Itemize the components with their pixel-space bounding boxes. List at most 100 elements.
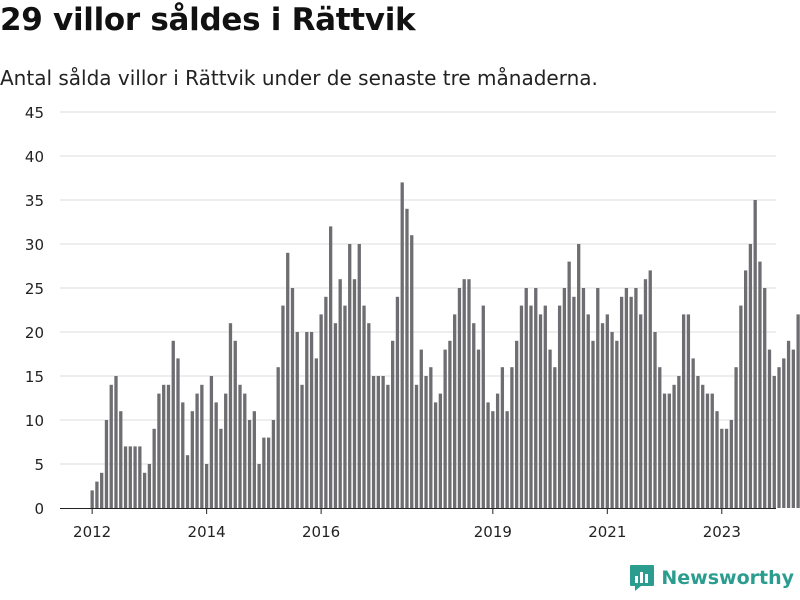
bar bbox=[219, 428, 223, 508]
y-tick-label: 10 bbox=[25, 412, 44, 430]
bar bbox=[739, 305, 743, 508]
bar bbox=[395, 296, 400, 508]
x-tick-label: 2019 bbox=[474, 523, 512, 541]
bar bbox=[557, 305, 562, 508]
bar bbox=[95, 481, 99, 508]
bar bbox=[467, 279, 471, 508]
bar bbox=[119, 411, 123, 508]
bar bbox=[157, 393, 161, 508]
y-tick-label: 0 bbox=[34, 500, 44, 518]
bar bbox=[181, 402, 185, 508]
bar bbox=[371, 376, 376, 508]
bar bbox=[696, 376, 700, 508]
bar bbox=[476, 349, 481, 508]
bar bbox=[90, 490, 94, 508]
bar bbox=[305, 332, 309, 508]
bar bbox=[734, 367, 738, 508]
bar bbox=[729, 420, 733, 508]
x-tick-label: 2012 bbox=[73, 523, 111, 541]
bar bbox=[171, 340, 175, 508]
bar bbox=[438, 393, 443, 508]
bar bbox=[691, 358, 695, 508]
bar bbox=[515, 340, 519, 508]
y-tick-label: 25 bbox=[25, 280, 44, 298]
bar bbox=[204, 464, 209, 508]
bar bbox=[195, 393, 199, 508]
bar bbox=[748, 244, 753, 508]
bar bbox=[686, 314, 691, 508]
bar bbox=[357, 244, 361, 508]
bar bbox=[495, 393, 500, 508]
bar bbox=[324, 296, 328, 508]
bar bbox=[410, 235, 414, 508]
y-tick-label: 20 bbox=[25, 324, 44, 342]
x-tick-label: 2016 bbox=[302, 523, 340, 541]
bar bbox=[247, 420, 252, 508]
bar bbox=[610, 332, 614, 508]
bar bbox=[185, 455, 190, 508]
bar bbox=[481, 305, 485, 508]
bar bbox=[600, 323, 605, 508]
bar bbox=[133, 446, 137, 508]
bar bbox=[114, 376, 118, 508]
bar bbox=[271, 420, 276, 508]
bar bbox=[367, 323, 371, 508]
bar bbox=[758, 261, 762, 508]
bar bbox=[724, 428, 729, 508]
bar bbox=[753, 200, 757, 508]
bar bbox=[276, 367, 280, 508]
bar bbox=[586, 314, 590, 508]
bar bbox=[767, 349, 772, 508]
newsworthy-logo: Newsworthy bbox=[629, 564, 794, 592]
bar bbox=[510, 367, 514, 508]
bar bbox=[228, 323, 233, 508]
bar bbox=[519, 305, 524, 508]
bar bbox=[572, 296, 576, 508]
y-tick-label: 35 bbox=[25, 192, 44, 210]
bar bbox=[176, 358, 180, 508]
bar bbox=[629, 296, 633, 508]
bar bbox=[147, 464, 152, 508]
bar bbox=[419, 349, 423, 508]
bar bbox=[233, 340, 237, 508]
bar bbox=[405, 208, 409, 509]
bar bbox=[777, 367, 781, 508]
bar bbox=[448, 340, 452, 508]
bar bbox=[100, 472, 104, 508]
bar bbox=[443, 349, 447, 508]
bar bbox=[662, 393, 667, 508]
bar bbox=[615, 340, 619, 508]
bar bbox=[500, 367, 505, 508]
bar bbox=[791, 349, 795, 508]
bar bbox=[352, 279, 357, 508]
y-tick-label: 30 bbox=[25, 236, 44, 254]
bar bbox=[209, 376, 214, 508]
x-tick-label: 2021 bbox=[588, 523, 626, 541]
bar bbox=[429, 367, 433, 508]
bar bbox=[548, 349, 552, 508]
x-axis: 2012201420162019202120232025 bbox=[60, 508, 776, 541]
bar bbox=[462, 279, 466, 508]
bar bbox=[591, 340, 595, 508]
bar bbox=[648, 270, 652, 508]
bar bbox=[763, 288, 767, 508]
bar bbox=[619, 296, 624, 508]
bar bbox=[543, 305, 547, 508]
bar bbox=[782, 358, 786, 508]
bar bbox=[200, 384, 204, 508]
bar bbox=[624, 288, 629, 508]
bar bbox=[391, 340, 395, 508]
bar bbox=[128, 446, 132, 508]
bar bbox=[667, 393, 671, 508]
bar bbox=[381, 376, 385, 508]
bar bbox=[414, 384, 419, 508]
bar bbox=[343, 305, 347, 508]
bar bbox=[309, 332, 314, 508]
bar bbox=[362, 305, 366, 508]
bar bbox=[715, 411, 719, 508]
bar bbox=[643, 279, 648, 508]
bar bbox=[705, 393, 710, 508]
bar bbox=[605, 314, 609, 508]
bar bbox=[524, 288, 528, 508]
bar bbox=[319, 314, 323, 508]
